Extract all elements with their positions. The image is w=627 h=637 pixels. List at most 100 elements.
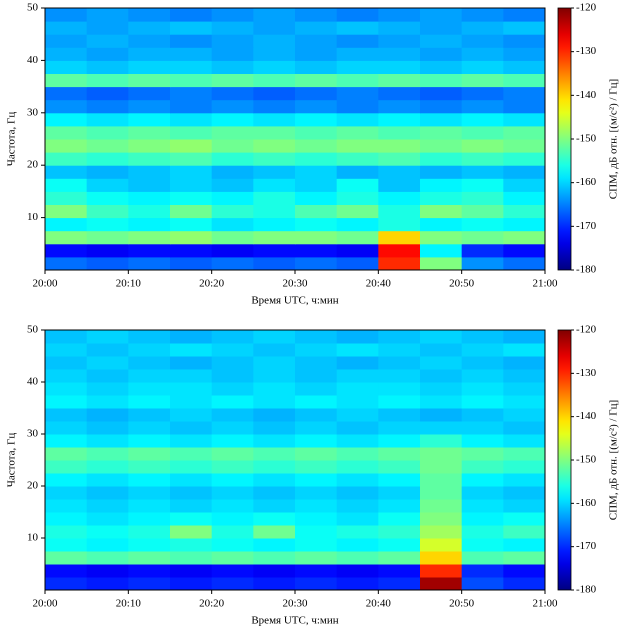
y-tick-label: 10 <box>27 211 39 223</box>
spectrogram-cell <box>336 8 379 22</box>
spectrogram-cell <box>211 230 254 245</box>
spectrogram-cell <box>86 408 129 422</box>
spectrogram-cell <box>420 178 463 192</box>
spectrogram-cell <box>128 486 171 500</box>
spectrogram-cell <box>253 460 296 474</box>
spectrogram-cell <box>45 486 88 500</box>
spectrogram-cell <box>336 369 379 383</box>
spectrogram-cell <box>295 343 338 357</box>
spectrogram-cell <box>211 217 254 232</box>
spectrogram-cell <box>45 139 88 153</box>
spectrogram-cell <box>128 577 171 591</box>
spectrogram-cell <box>128 408 171 422</box>
spectrogram-cell <box>503 243 546 258</box>
spectrogram-cell <box>170 217 213 232</box>
spectrogram-cell <box>253 369 296 383</box>
spectrogram-cell <box>170 525 213 539</box>
spectrogram-cell <box>253 152 296 166</box>
spectrogram-cell <box>170 73 213 88</box>
spectrogram-cell <box>253 486 296 500</box>
spectrogram-cell <box>128 382 171 396</box>
spectrogram-cell <box>170 356 213 370</box>
spectrogram-cell <box>461 577 504 591</box>
spectrogram-cell <box>295 243 338 258</box>
spectrogram-cell <box>86 191 129 205</box>
spectrogram-cell <box>378 112 421 127</box>
spectrogram-cell <box>461 125 504 140</box>
spectrogram-cell <box>128 86 171 101</box>
spectrogram-cell <box>211 382 254 396</box>
spectrogram-cell <box>253 178 296 192</box>
spectrogram-cell <box>336 356 379 370</box>
spectrogram-cell <box>503 460 546 474</box>
spectrogram-cell <box>170 330 213 344</box>
spectrogram-cell <box>503 486 546 500</box>
spectrogram-cell <box>461 486 504 500</box>
spectrogram-cell <box>295 486 338 500</box>
x-tick-label: 20:10 <box>116 278 142 290</box>
spectrogram-cell <box>336 191 379 205</box>
spectrogram-cell <box>378 243 421 258</box>
spectrogram-cell <box>45 125 88 140</box>
spectrogram-cell <box>461 230 504 245</box>
spectrogram-cell <box>86 139 129 153</box>
spectrogram-cell <box>253 256 296 271</box>
spectrogram-cell <box>420 499 463 513</box>
spectrogram-cell <box>420 421 463 435</box>
colorbar-tick-label: -120 <box>576 324 597 336</box>
spectrogram-cell <box>378 8 421 22</box>
spectrogram-cell <box>170 395 213 409</box>
spectrogram-cell <box>378 125 421 140</box>
spectrogram-cell <box>253 204 296 219</box>
y-tick-label: 10 <box>27 532 39 544</box>
spectrogram-cell <box>86 204 129 219</box>
spectrogram-cell <box>253 538 296 552</box>
spectrogram-cell <box>336 178 379 192</box>
y-tick-label: 30 <box>27 106 39 118</box>
spectrogram-cell <box>461 34 504 48</box>
spectrogram-cell <box>295 204 338 219</box>
spectrogram-cell <box>253 86 296 101</box>
spectrogram-cell <box>253 73 296 88</box>
spectrogram-cell <box>336 125 379 140</box>
spectrogram-cell <box>420 395 463 409</box>
spectrogram-cell <box>128 230 171 245</box>
spectrogram-cell <box>461 99 504 114</box>
spectrogram-cell <box>461 73 504 88</box>
spectrogram-cell <box>420 243 463 258</box>
spectrogram-cell <box>253 47 296 61</box>
spectrogram-cell <box>45 8 88 22</box>
spectrogram-cell <box>503 538 546 552</box>
spectrogram-cell <box>295 512 338 526</box>
y-tick-label: 40 <box>27 54 39 66</box>
spectrogram-cell <box>253 577 296 591</box>
spectrogram-cell <box>170 447 213 461</box>
colorbar-tick-label: -160 <box>576 176 597 188</box>
spectrogram-cell <box>86 343 129 357</box>
spectrogram-cell <box>461 152 504 166</box>
y-tick-label: 50 <box>27 324 39 336</box>
spectrogram-cell <box>86 369 129 383</box>
spectrogram-cell <box>378 60 421 74</box>
spectrogram-cell <box>45 434 88 448</box>
spectrogram-cell <box>420 356 463 370</box>
spectrogram-cell <box>420 99 463 114</box>
spectrogram-cell <box>378 369 421 383</box>
spectrogram-cell <box>128 395 171 409</box>
spectrogram-cell <box>170 486 213 500</box>
spectrogram-cell <box>253 139 296 153</box>
spectrogram-cell <box>503 382 546 396</box>
spectrogram-cell <box>503 395 546 409</box>
spectrogram-cell <box>295 8 338 22</box>
spectrogram-cell <box>128 499 171 513</box>
spectrogram-cell <box>378 21 421 35</box>
spectrogram-cell <box>45 343 88 357</box>
spectrogram-cell <box>336 512 379 526</box>
spectrogram-cell <box>378 577 421 591</box>
spectrogram-cell <box>336 204 379 219</box>
spectrogram-cell <box>420 34 463 48</box>
spectrogram-cell <box>336 21 379 35</box>
spectrogram-cell <box>420 330 463 344</box>
spectrogram-cell <box>378 434 421 448</box>
colorbar-tick-label: -170 <box>576 220 597 232</box>
